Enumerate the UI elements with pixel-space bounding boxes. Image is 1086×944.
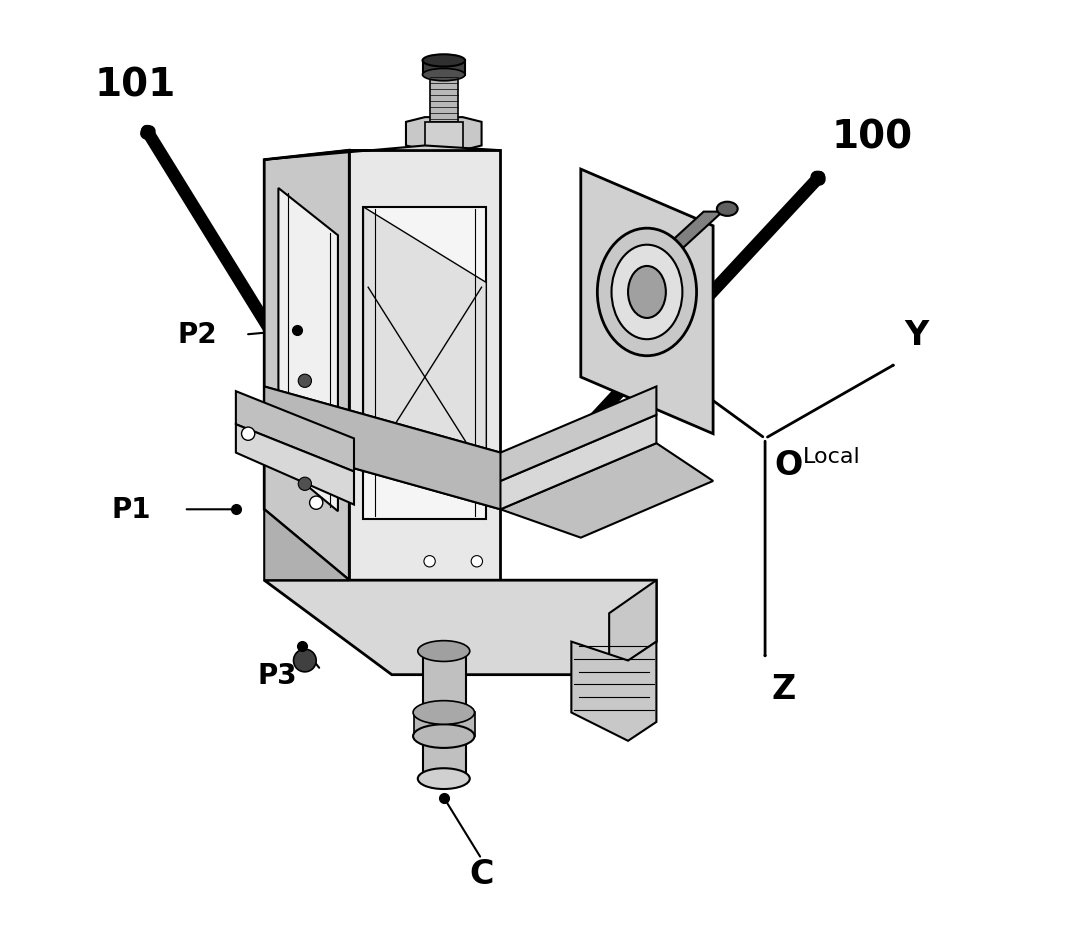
Polygon shape <box>422 651 466 779</box>
Text: P3: P3 <box>257 661 298 689</box>
Polygon shape <box>571 642 656 741</box>
Circle shape <box>299 478 312 491</box>
Text: P2: P2 <box>177 321 217 349</box>
Text: 100: 100 <box>831 118 912 156</box>
Text: Local: Local <box>803 447 860 466</box>
Text: 101: 101 <box>94 66 175 104</box>
Polygon shape <box>264 146 501 160</box>
Polygon shape <box>647 212 722 264</box>
Ellipse shape <box>422 55 465 68</box>
Polygon shape <box>350 151 501 581</box>
Polygon shape <box>414 713 475 736</box>
Polygon shape <box>236 392 354 472</box>
Ellipse shape <box>427 70 460 81</box>
Ellipse shape <box>418 641 470 662</box>
Ellipse shape <box>717 203 737 217</box>
Polygon shape <box>264 387 501 510</box>
Circle shape <box>299 375 312 388</box>
Polygon shape <box>425 123 463 151</box>
Polygon shape <box>364 208 487 472</box>
Polygon shape <box>236 425 354 505</box>
Polygon shape <box>422 61 465 76</box>
Text: O: O <box>774 448 803 481</box>
Circle shape <box>424 556 435 567</box>
Ellipse shape <box>418 768 470 789</box>
Circle shape <box>293 649 316 672</box>
Polygon shape <box>406 118 481 151</box>
Polygon shape <box>264 151 350 581</box>
Text: Y: Y <box>905 319 929 351</box>
Polygon shape <box>581 170 714 434</box>
Polygon shape <box>264 510 350 581</box>
Ellipse shape <box>597 229 696 357</box>
Polygon shape <box>278 189 338 512</box>
Ellipse shape <box>413 700 475 725</box>
Polygon shape <box>264 415 656 510</box>
Ellipse shape <box>628 267 666 319</box>
Ellipse shape <box>611 245 682 340</box>
Ellipse shape <box>422 69 465 82</box>
Polygon shape <box>264 581 656 675</box>
Text: C: C <box>469 857 494 889</box>
Circle shape <box>471 556 482 567</box>
Polygon shape <box>264 387 656 481</box>
Polygon shape <box>501 444 714 538</box>
Text: X: X <box>620 319 646 351</box>
Circle shape <box>310 497 323 510</box>
Ellipse shape <box>413 725 475 748</box>
Polygon shape <box>430 76 458 123</box>
Polygon shape <box>609 581 656 675</box>
Text: P1: P1 <box>112 496 151 524</box>
Circle shape <box>241 428 255 441</box>
Polygon shape <box>364 208 487 519</box>
Text: Z: Z <box>772 673 796 705</box>
